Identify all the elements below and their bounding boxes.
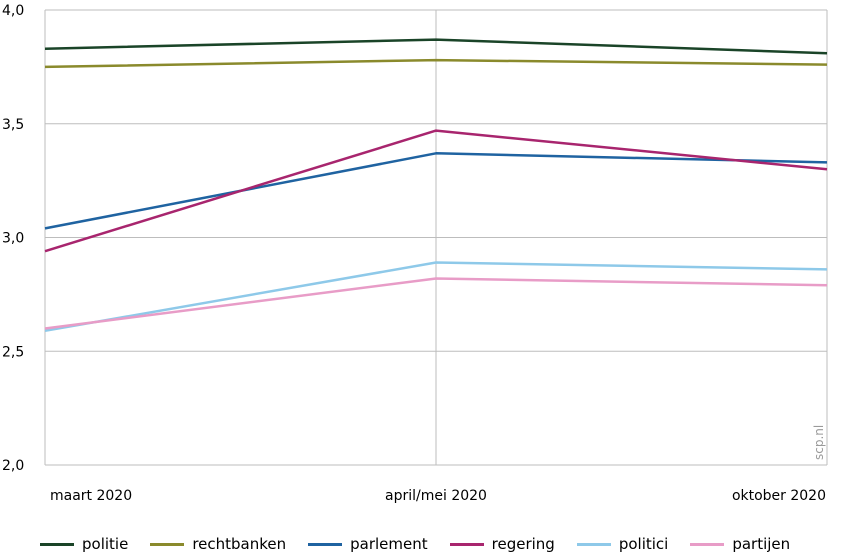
- y-tick-label: 3,0: [2, 231, 24, 247]
- legend-item-partijen: partijen: [690, 535, 790, 553]
- y-tick-label: 3,5: [2, 117, 24, 133]
- legend-item-parlement: parlement: [308, 535, 428, 553]
- x-tick-label: oktober 2020: [732, 488, 826, 504]
- legend-item-politici: politici: [576, 535, 669, 553]
- y-tick-label: 4,0: [2, 3, 24, 19]
- x-axis-ticks: maart 2020 april/mei 2020 oktober 2020: [50, 488, 826, 504]
- y-axis-ticks: 2,0 2,5 3,0 3,5 4,0: [2, 3, 24, 474]
- chart-legend: politie rechtbanken parlement regering polit…: [40, 532, 812, 556]
- series-line-parlement: [44, 152, 828, 230]
- legend-item-rechtbanken: rechtbanken: [150, 535, 286, 553]
- legend-label: regering: [491, 535, 555, 553]
- x-tick-label: maart 2020: [50, 488, 132, 504]
- legend-label: politici: [618, 535, 669, 553]
- y-tick-label: 2,5: [2, 344, 24, 360]
- legend-swatch: [449, 542, 484, 546]
- x-tick-label: april/mei 2020: [385, 488, 487, 504]
- legend-label: politie: [82, 535, 129, 553]
- series-line-politici: [44, 261, 828, 333]
- legend-item-regering: regering: [449, 535, 555, 553]
- legend-swatch: [576, 542, 611, 546]
- legend-label: rechtbanken: [192, 535, 287, 553]
- series-line-regering: [44, 129, 828, 253]
- series-line-partijen: [44, 277, 828, 330]
- legend-item-politie: politie: [40, 535, 128, 553]
- series-lines: [44, 38, 828, 333]
- chart-grid: [44, 9, 828, 466]
- legend-swatch: [308, 542, 343, 546]
- legend-label: parlement: [350, 535, 428, 553]
- legend-swatch: [40, 542, 74, 546]
- y-tick-label: 2,0: [2, 458, 24, 474]
- legend-swatch: [150, 542, 185, 546]
- legend-swatch: [690, 542, 725, 546]
- series-line-politie: [44, 38, 828, 55]
- watermark-text: scp.nl: [812, 424, 826, 460]
- series-line-rechtbanken: [44, 58, 828, 69]
- legend-label: partijen: [732, 535, 791, 553]
